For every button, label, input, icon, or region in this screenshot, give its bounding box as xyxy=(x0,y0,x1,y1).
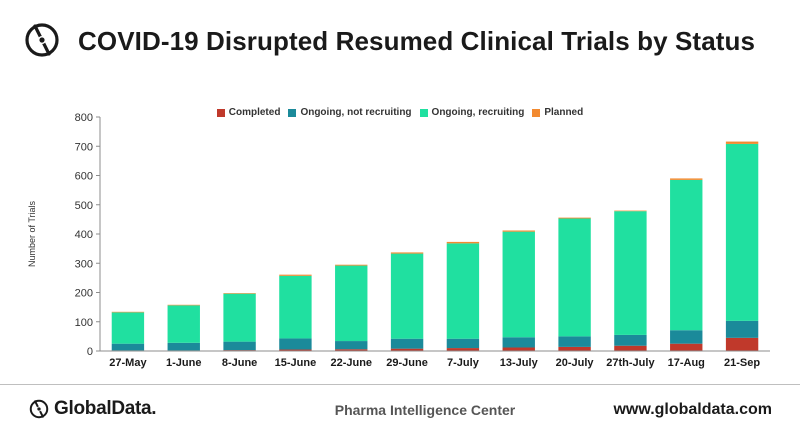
legend-item: Ongoing, not recruiting xyxy=(288,107,412,118)
bar-segment xyxy=(502,347,535,351)
bar-segment xyxy=(279,338,312,350)
x-tick-label: 1-June xyxy=(166,357,201,369)
bar-segment xyxy=(167,304,200,306)
bar-segment xyxy=(558,217,591,219)
bar-segment xyxy=(279,274,312,276)
bar-segment xyxy=(502,230,535,232)
bar-segment xyxy=(223,293,256,294)
globaldata-icon xyxy=(29,399,49,419)
stacked-bar-chart: 0 100 200 300 400 500 600 700 800 Number of Trial… xyxy=(27,112,770,369)
bar-segment xyxy=(390,338,424,349)
bar-segment xyxy=(223,341,256,351)
bar-segment xyxy=(614,345,647,351)
legend-item: Completed xyxy=(216,107,281,118)
x-tick-label: 22-June xyxy=(330,357,372,369)
bar-segment xyxy=(111,343,145,351)
bar-segment xyxy=(725,143,759,321)
x-tick-label: 29-June xyxy=(386,357,428,369)
bar-segment xyxy=(390,253,424,339)
x-tick-label: 27-May xyxy=(109,357,147,369)
legend-swatch xyxy=(532,108,541,117)
footer-divider xyxy=(0,384,800,385)
legend-swatch xyxy=(288,108,297,117)
x-tick-label: 21-Sep xyxy=(724,357,760,369)
bar-segment xyxy=(502,337,535,348)
bar-segment xyxy=(167,305,200,343)
bar-segment xyxy=(446,241,480,244)
x-tick-label: 20-July xyxy=(556,357,595,369)
legend-item: Ongoing, recruiting xyxy=(419,107,525,118)
footer-center-text: Pharma Intelligence Center xyxy=(334,402,516,418)
y-tick-label: 500 xyxy=(75,200,93,212)
y-tick-label: 200 xyxy=(75,288,93,300)
footer-url: www.globaldata.com xyxy=(613,401,772,418)
x-tick-label: 17-Aug xyxy=(668,357,705,369)
x-tick-label: 15-June xyxy=(275,357,317,369)
bar-segment xyxy=(614,211,647,335)
y-tick-label: 0 xyxy=(87,346,93,358)
y-axis-title: Number of Trials xyxy=(27,200,37,267)
y-tick-label: 400 xyxy=(75,229,93,241)
bar-segment xyxy=(558,218,591,337)
bar-segment xyxy=(390,348,424,351)
chart-legend: Completed Ongoing, not recruiting Ongoing,… xyxy=(0,107,800,118)
bar-segment xyxy=(167,342,200,351)
bar-segment xyxy=(670,178,703,180)
legend-label: Ongoing, not recruiting xyxy=(300,107,412,118)
x-tick-label: 8-June xyxy=(222,357,257,369)
bar-segment xyxy=(614,334,647,346)
bar-segment xyxy=(446,338,480,349)
bar-segment xyxy=(670,179,703,331)
bar-segment xyxy=(558,346,591,351)
x-tick-label: 7-July xyxy=(447,357,480,369)
legend-label: Ongoing, recruiting xyxy=(431,107,525,118)
legend-swatch xyxy=(216,108,225,117)
bar-segment xyxy=(111,311,145,313)
header: COVID-19 Disrupted Resumed Clinical Tria… xyxy=(0,0,800,78)
footer-logo: GlobalData. xyxy=(28,398,157,420)
page-title: COVID-19 Disrupted Resumed Clinical Tria… xyxy=(78,26,756,56)
bar-segment xyxy=(725,141,759,144)
bar-segment xyxy=(335,341,368,350)
legend-swatch xyxy=(419,108,428,117)
x-tick-label: 27th-July xyxy=(606,357,655,369)
bar-segment xyxy=(335,264,368,266)
legend-item: Planned xyxy=(532,107,583,118)
bar-segment xyxy=(279,349,312,351)
bar-segment xyxy=(335,349,368,351)
bar-segment xyxy=(614,210,647,212)
legend-label: Completed xyxy=(228,107,281,118)
y-tick-label: 700 xyxy=(75,141,93,153)
y-tick-label: 300 xyxy=(75,258,93,270)
bar-segment xyxy=(670,343,703,351)
bar-segment xyxy=(446,348,480,351)
bar-segment xyxy=(502,231,535,338)
bar-segment xyxy=(446,243,480,339)
bar-segment xyxy=(223,293,256,342)
bar-segment xyxy=(390,252,424,254)
bar-segment xyxy=(335,265,368,342)
y-tick-label: 100 xyxy=(75,317,93,329)
y-tick-label: 800 xyxy=(75,112,93,124)
legend-label: Planned xyxy=(544,107,584,118)
bar-segment xyxy=(725,320,759,338)
bar-segment xyxy=(558,336,591,347)
footer-brand: GlobalData. xyxy=(54,398,157,419)
globaldata-logo-icon xyxy=(25,23,59,57)
y-tick-label: 600 xyxy=(75,171,93,183)
bar-segment xyxy=(111,312,145,344)
x-tick-label: 13-July xyxy=(500,357,539,369)
bar-segment xyxy=(279,275,312,339)
bar-segment xyxy=(725,337,759,351)
bar-segment xyxy=(670,330,703,344)
